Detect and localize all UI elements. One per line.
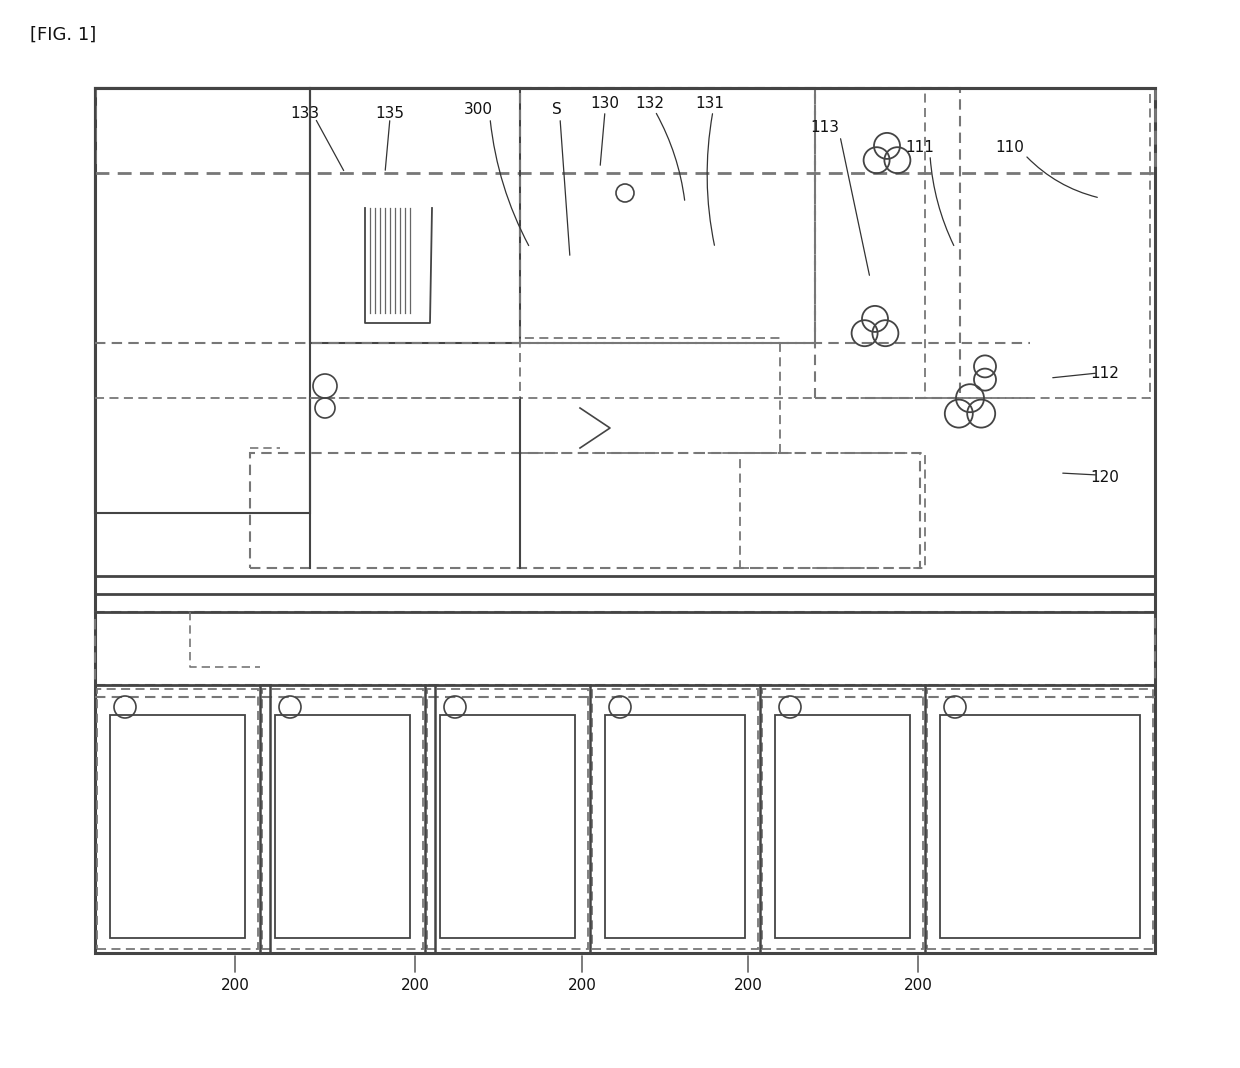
Bar [605, 714, 745, 938]
Bar [250, 453, 920, 568]
Bar [775, 714, 910, 938]
Bar [275, 714, 410, 938]
Text: 200: 200 [734, 978, 763, 993]
Text: 130: 130 [590, 95, 620, 110]
Bar [110, 714, 246, 938]
Bar [440, 714, 575, 938]
Text: 200: 200 [221, 978, 249, 993]
Bar [97, 689, 258, 949]
Text: 200: 200 [568, 978, 596, 993]
Bar [95, 88, 310, 513]
Text: 200: 200 [401, 978, 429, 993]
Text: 120: 120 [1090, 471, 1120, 486]
Text: S: S [552, 103, 562, 117]
Bar [95, 88, 1154, 173]
Text: 132: 132 [635, 95, 665, 110]
Text: [FIG. 1]: [FIG. 1] [30, 26, 97, 44]
Bar [262, 689, 423, 949]
Bar [815, 88, 960, 398]
Text: 300: 300 [464, 103, 492, 117]
Bar [520, 337, 780, 453]
Bar [95, 88, 1154, 953]
Text: 135: 135 [376, 106, 404, 121]
Text: 200: 200 [904, 978, 932, 993]
Bar [740, 453, 925, 568]
Text: 111: 111 [905, 141, 935, 156]
Text: 112: 112 [1090, 365, 1120, 380]
Bar [310, 88, 520, 343]
Text: 113: 113 [811, 121, 839, 136]
Text: 110: 110 [996, 141, 1024, 156]
Bar [928, 689, 1153, 949]
Bar [763, 689, 923, 949]
Bar [591, 689, 758, 949]
Bar [925, 88, 1149, 398]
Bar [95, 612, 1154, 685]
Text: 131: 131 [696, 95, 724, 110]
Text: 133: 133 [290, 106, 320, 121]
Bar [427, 689, 588, 949]
Bar [520, 88, 815, 343]
Bar [940, 714, 1140, 938]
